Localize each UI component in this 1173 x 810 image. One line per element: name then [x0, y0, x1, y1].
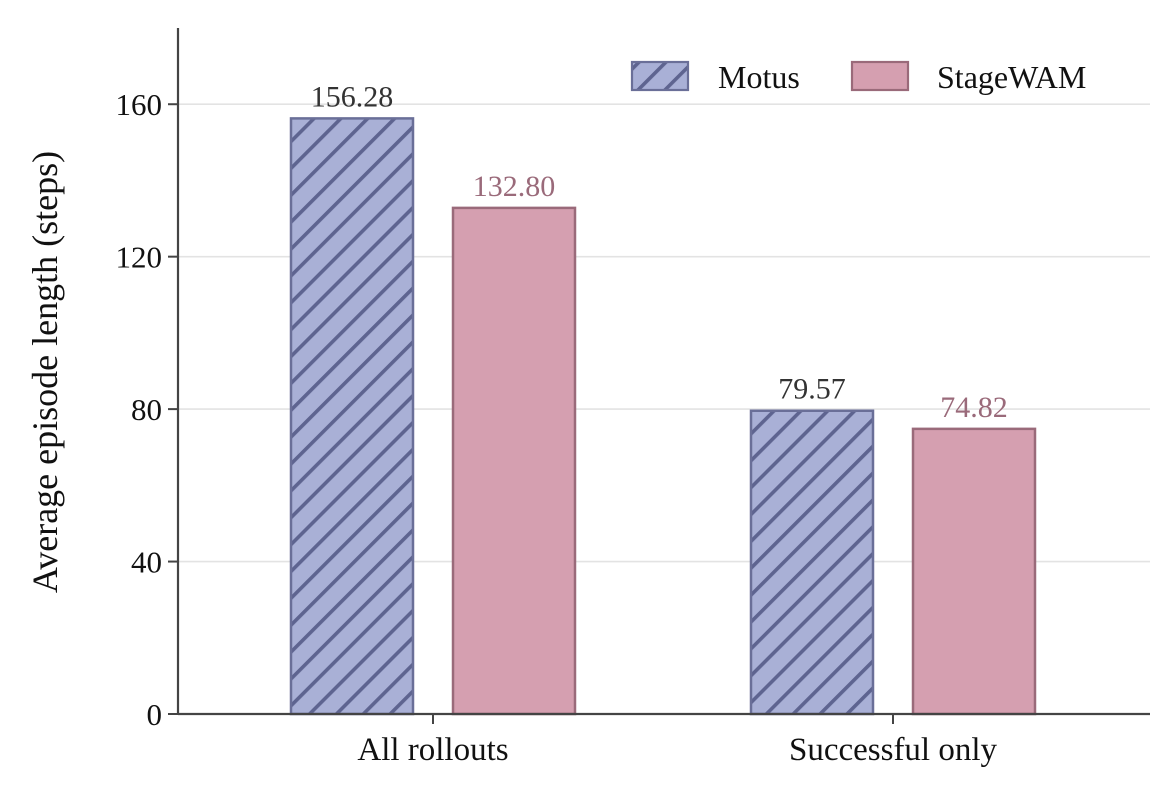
bar-stagewam-1 — [451, 206, 577, 716]
legend: Motus StageWAM — [630, 59, 1086, 95]
bar-value-label: 132.80 — [473, 170, 556, 203]
axes: 0 40 80 120 160 All rollouts Successful only — [116, 28, 1150, 768]
bar-stagewam-2 — [911, 427, 1037, 716]
legend-swatch-motus — [630, 60, 690, 92]
y-axis-label: Average episode length (steps) — [25, 151, 65, 593]
y-tick-label: 80 — [131, 392, 162, 427]
bars — [289, 117, 1037, 716]
bar-value-label: 156.28 — [311, 80, 394, 113]
bar-motus-2 — [749, 409, 875, 716]
x-tick-label: Successful only — [789, 732, 998, 768]
bar-value-label: 74.82 — [940, 391, 1008, 424]
y-tick-label: 160 — [116, 87, 163, 122]
legend-label-motus: Motus — [718, 59, 800, 95]
y-tick-label: 120 — [116, 240, 163, 275]
legend-label-stagewam: StageWAM — [937, 59, 1086, 95]
bar-motus-1 — [289, 117, 415, 716]
bar-value-label: 79.57 — [778, 373, 846, 406]
y-tick-label: 40 — [131, 545, 162, 580]
legend-swatch-stagewam — [850, 60, 910, 92]
x-tick-label: All rollouts — [357, 732, 508, 768]
bar-value-labels: 156.28 132.80 79.57 74.82 — [311, 80, 1008, 423]
y-tick-label: 0 — [147, 697, 163, 732]
